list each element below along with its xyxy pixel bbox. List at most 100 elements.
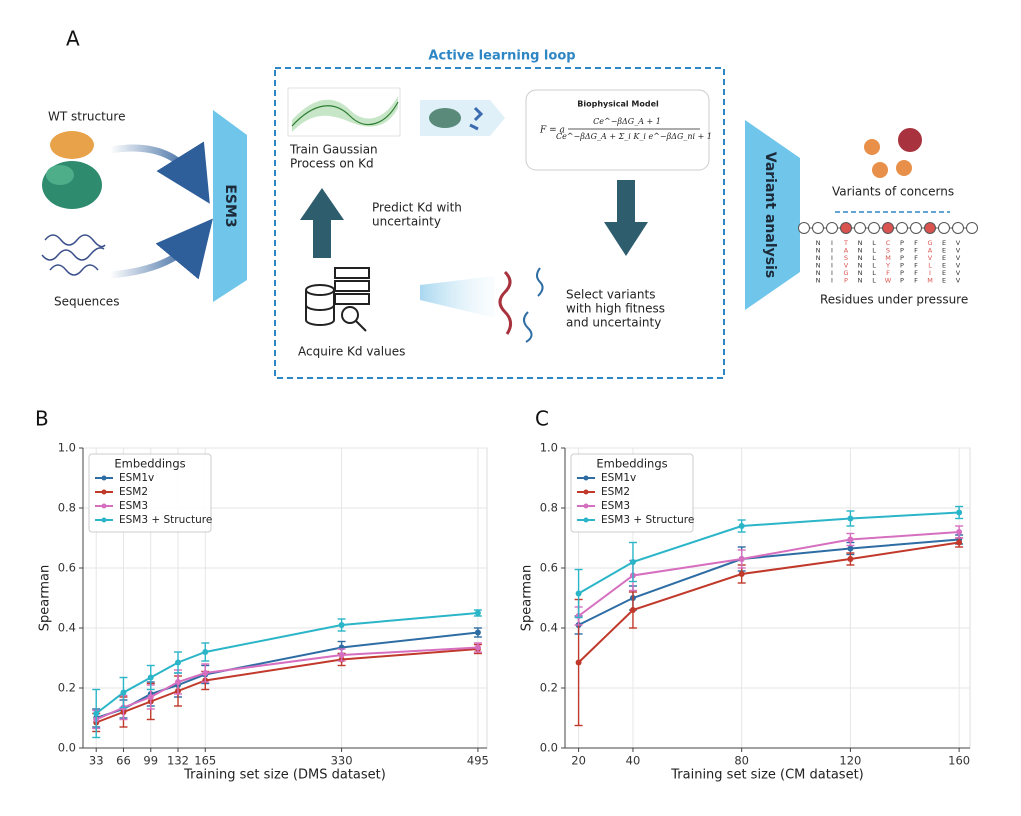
residue-letter: S bbox=[886, 247, 890, 255]
formula-denominator: Ce^−βΔG_A + Σ_i K_i e^−βΔG_ni + 1 bbox=[556, 132, 712, 141]
residue-letter: N bbox=[816, 269, 821, 277]
residue-letter: E bbox=[942, 269, 946, 277]
y-tick-label: 0.4 bbox=[540, 621, 558, 635]
variant-squiggles bbox=[498, 267, 544, 343]
residue-letter: V bbox=[928, 254, 933, 262]
residue-node bbox=[952, 222, 964, 234]
point bbox=[738, 571, 745, 577]
point bbox=[202, 649, 209, 655]
point bbox=[93, 710, 100, 717]
residue-letter: M bbox=[927, 277, 933, 285]
formula-numerator: Ce^−βΔG_A + 1 bbox=[593, 117, 661, 126]
residue-letter: E bbox=[942, 262, 946, 270]
residue-node bbox=[896, 222, 908, 234]
acquire-label: Acquire Kd values bbox=[298, 345, 405, 359]
point bbox=[847, 545, 854, 552]
panel-a: A WT structure Sequences ESM3 Active lea… bbox=[41, 27, 978, 379]
model-box bbox=[525, 89, 710, 171]
residue-letter: I bbox=[929, 269, 931, 277]
point bbox=[956, 539, 963, 546]
residue-node bbox=[840, 222, 852, 234]
residue-letter: L bbox=[872, 247, 876, 255]
residue-letter: P bbox=[900, 247, 904, 255]
point bbox=[474, 629, 481, 636]
point bbox=[575, 590, 582, 597]
model-title: Biophysical Model bbox=[577, 100, 659, 109]
residue-letter: I bbox=[831, 247, 833, 255]
residue-letter: P bbox=[900, 254, 904, 262]
residue-letter: E bbox=[942, 247, 946, 255]
y-tick-label: 0.2 bbox=[58, 681, 76, 695]
legend-marker bbox=[583, 503, 589, 509]
y-tick-label: 0.8 bbox=[540, 501, 558, 515]
x-tick-label: 330 bbox=[331, 754, 353, 768]
residue-letter: N bbox=[858, 269, 863, 277]
residue-letter: L bbox=[872, 269, 876, 277]
predict-label: uncertainty bbox=[372, 215, 441, 229]
residue-letter: I bbox=[831, 254, 833, 262]
residue-letter: E bbox=[942, 277, 946, 285]
residue-letter: I bbox=[831, 262, 833, 270]
residue-letter: V bbox=[956, 269, 961, 277]
legend-marker bbox=[101, 517, 107, 523]
point bbox=[847, 536, 854, 543]
legend-label: ESM3 bbox=[601, 500, 630, 512]
x-axis-label: Training set size (CM dataset) bbox=[670, 768, 864, 783]
wt-structure-label: WT structure bbox=[48, 110, 125, 124]
residue-letter: F bbox=[914, 262, 918, 270]
line-chart: 0.0 0.2 0.4 0.6 0.8 1.0 20 40 80 120 160 Training s… bbox=[520, 441, 971, 783]
y-tick-label: 0.0 bbox=[540, 741, 558, 755]
point bbox=[147, 674, 154, 681]
legend-label: ESM1v bbox=[119, 472, 154, 484]
residue-letter: S bbox=[844, 254, 848, 262]
legend-marker bbox=[101, 489, 107, 495]
point bbox=[147, 694, 154, 700]
select-label: and uncertainty bbox=[566, 316, 661, 330]
line-chart: 0.0 0.2 0.4 0.6 0.8 1.0 33 66 99 132 165 330 495 Trai… bbox=[38, 441, 489, 783]
x-tick-label: 40 bbox=[626, 754, 641, 768]
point bbox=[629, 607, 636, 613]
residue-letter: F bbox=[886, 269, 890, 277]
y-axis-label: Spearman bbox=[38, 565, 53, 631]
up-arrow bbox=[300, 188, 344, 258]
residue-letter: N bbox=[858, 247, 863, 255]
residue-letter: P bbox=[900, 239, 904, 247]
residues-label: Residues under pressure bbox=[820, 293, 968, 307]
train-gp-label: Process on Kd bbox=[290, 157, 374, 171]
select-label: with high fitness bbox=[566, 302, 665, 316]
point bbox=[175, 659, 182, 666]
residue-letter: P bbox=[900, 262, 904, 270]
point bbox=[202, 670, 209, 676]
residue-letter: A bbox=[928, 247, 933, 255]
residue-letter: F bbox=[914, 254, 918, 262]
residue-node bbox=[938, 222, 950, 234]
point bbox=[738, 556, 745, 562]
residue-letter: N bbox=[816, 239, 821, 247]
y-tick-label: 0.8 bbox=[58, 501, 76, 515]
selection-cone bbox=[420, 276, 495, 318]
y-tick-label: 0.4 bbox=[58, 621, 76, 635]
train-gp-label: Train Gaussian bbox=[289, 143, 378, 157]
residue-letter: L bbox=[872, 262, 876, 270]
x-tick-label: 120 bbox=[839, 754, 861, 768]
residue-letter: V bbox=[956, 239, 961, 247]
legend-marker bbox=[101, 475, 107, 481]
residue-letter: W bbox=[885, 277, 892, 285]
x-tick-label: 80 bbox=[734, 754, 749, 768]
legend-label: ESM3 + Structure bbox=[601, 514, 694, 526]
point bbox=[847, 515, 854, 522]
down-arrow bbox=[604, 180, 648, 256]
gp-thumbnail bbox=[287, 87, 401, 137]
residue-letter: N bbox=[858, 277, 863, 285]
residue-letter: E bbox=[942, 254, 946, 262]
x-tick-label: 165 bbox=[194, 754, 216, 768]
residue-node bbox=[910, 222, 922, 234]
esm3-label: ESM3 bbox=[222, 184, 238, 227]
protein-structure bbox=[42, 131, 102, 209]
virus-icons bbox=[864, 128, 922, 178]
y-tick-label: 0.6 bbox=[58, 561, 76, 575]
legend-box bbox=[570, 453, 694, 533]
residue-node bbox=[868, 222, 880, 234]
residue-letter: N bbox=[816, 277, 821, 285]
